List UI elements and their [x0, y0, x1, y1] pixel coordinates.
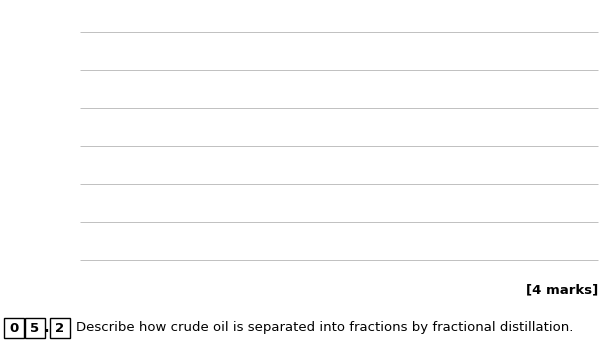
Bar	[25, 318, 45, 338]
Text: .: .	[43, 321, 49, 335]
Text: 5: 5	[31, 322, 40, 334]
Bar	[4, 318, 24, 338]
Text: [4 marks]: [4 marks]	[526, 284, 598, 296]
Text: 0: 0	[10, 322, 19, 334]
Text: Describe how crude oil is separated into fractions by fractional distillation.: Describe how crude oil is separated into…	[76, 322, 573, 334]
Text: 2: 2	[55, 322, 64, 334]
Bar	[50, 318, 70, 338]
